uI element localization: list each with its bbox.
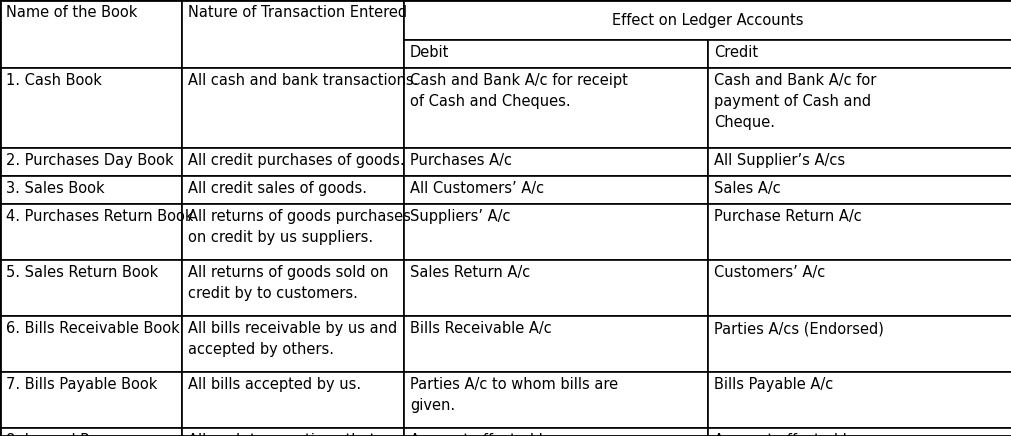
Bar: [403, 428, 708, 436]
Text: 2. Purchases Day Book: 2. Purchases Day Book: [6, 153, 174, 168]
Text: 3. Sales Book: 3. Sales Book: [6, 181, 104, 196]
Text: 1. Cash Book: 1. Cash Book: [6, 73, 102, 88]
Text: Sales Return A/c: Sales Return A/c: [409, 265, 530, 280]
Bar: [403, 176, 708, 204]
Bar: [708, 372, 1011, 428]
Bar: [403, 0, 1011, 40]
Text: Cash and Bank A/c for receipt
of Cash and Cheques.: Cash and Bank A/c for receipt of Cash an…: [409, 73, 627, 109]
Bar: [708, 428, 1011, 436]
Text: Purchases A/c: Purchases A/c: [409, 153, 512, 168]
Text: All returns of goods sold on
credit by to customers.: All returns of goods sold on credit by t…: [188, 265, 388, 301]
Text: All cash and bank transactions.: All cash and bank transactions.: [188, 73, 418, 88]
Bar: [182, 0, 403, 68]
Text: Account affected by
transactions.: Account affected by transactions.: [714, 433, 859, 436]
Text: Debit: Debit: [409, 45, 449, 60]
Bar: [0, 148, 182, 176]
Bar: [403, 204, 708, 260]
Text: All bills accepted by us.: All bills accepted by us.: [188, 377, 361, 392]
Text: All returns of goods purchases
on credit by us suppliers.: All returns of goods purchases on credit…: [188, 209, 410, 245]
Bar: [708, 176, 1011, 204]
Text: All such transactions that
cannot be entered in the above
seven books.: All such transactions that cannot be ent…: [188, 433, 419, 436]
Bar: [708, 68, 1011, 148]
Bar: [708, 204, 1011, 260]
Bar: [0, 68, 182, 148]
Bar: [403, 316, 708, 372]
Bar: [182, 148, 403, 176]
Text: Purchase Return A/c: Purchase Return A/c: [714, 209, 861, 224]
Text: Name of the Book: Name of the Book: [6, 5, 137, 20]
Bar: [182, 260, 403, 316]
Text: Nature of Transaction Entered: Nature of Transaction Entered: [188, 5, 406, 20]
Bar: [182, 176, 403, 204]
Text: 8. Journal Proper: 8. Journal Proper: [6, 433, 127, 436]
Bar: [0, 176, 182, 204]
Bar: [403, 68, 708, 148]
Text: 5. Sales Return Book: 5. Sales Return Book: [6, 265, 158, 280]
Text: Parties A/c to whom bills are
given.: Parties A/c to whom bills are given.: [409, 377, 618, 413]
Text: Customers’ A/c: Customers’ A/c: [714, 265, 824, 280]
Text: Parties A/cs (Endorsed): Parties A/cs (Endorsed): [714, 321, 883, 336]
Text: Cash and Bank A/c for
payment of Cash and
Cheque.: Cash and Bank A/c for payment of Cash an…: [714, 73, 876, 130]
Bar: [403, 372, 708, 428]
Bar: [0, 316, 182, 372]
Bar: [0, 260, 182, 316]
Text: Suppliers’ A/c: Suppliers’ A/c: [409, 209, 510, 224]
Text: 4. Purchases Return Book: 4. Purchases Return Book: [6, 209, 193, 224]
Bar: [403, 260, 708, 316]
Bar: [182, 204, 403, 260]
Bar: [0, 428, 182, 436]
Text: 7. Bills Payable Book: 7. Bills Payable Book: [6, 377, 158, 392]
Text: Bills Receivable A/c: Bills Receivable A/c: [409, 321, 551, 336]
Text: All bills receivable by us and
accepted by others.: All bills receivable by us and accepted …: [188, 321, 397, 357]
Text: Effect on Ledger Accounts: Effect on Ledger Accounts: [612, 13, 803, 27]
Bar: [0, 204, 182, 260]
Text: All Supplier’s A/cs: All Supplier’s A/cs: [714, 153, 844, 168]
Bar: [182, 372, 403, 428]
Bar: [708, 260, 1011, 316]
Bar: [708, 316, 1011, 372]
Bar: [0, 0, 182, 68]
Text: 6. Bills Receivable Book: 6. Bills Receivable Book: [6, 321, 180, 336]
Bar: [403, 148, 708, 176]
Text: All Customers’ A/c: All Customers’ A/c: [409, 181, 544, 196]
Text: Account affected by
transactions.: Account affected by transactions.: [409, 433, 556, 436]
Text: All credit purchases of goods.: All credit purchases of goods.: [188, 153, 404, 168]
Text: All credit sales of goods.: All credit sales of goods.: [188, 181, 367, 196]
Bar: [182, 428, 403, 436]
Bar: [0, 372, 182, 428]
Bar: [182, 316, 403, 372]
Bar: [708, 40, 1011, 68]
Bar: [708, 148, 1011, 176]
Text: Sales A/c: Sales A/c: [714, 181, 779, 196]
Bar: [182, 68, 403, 148]
Text: Credit: Credit: [714, 45, 757, 60]
Bar: [403, 40, 708, 68]
Text: Bills Payable A/c: Bills Payable A/c: [714, 377, 832, 392]
